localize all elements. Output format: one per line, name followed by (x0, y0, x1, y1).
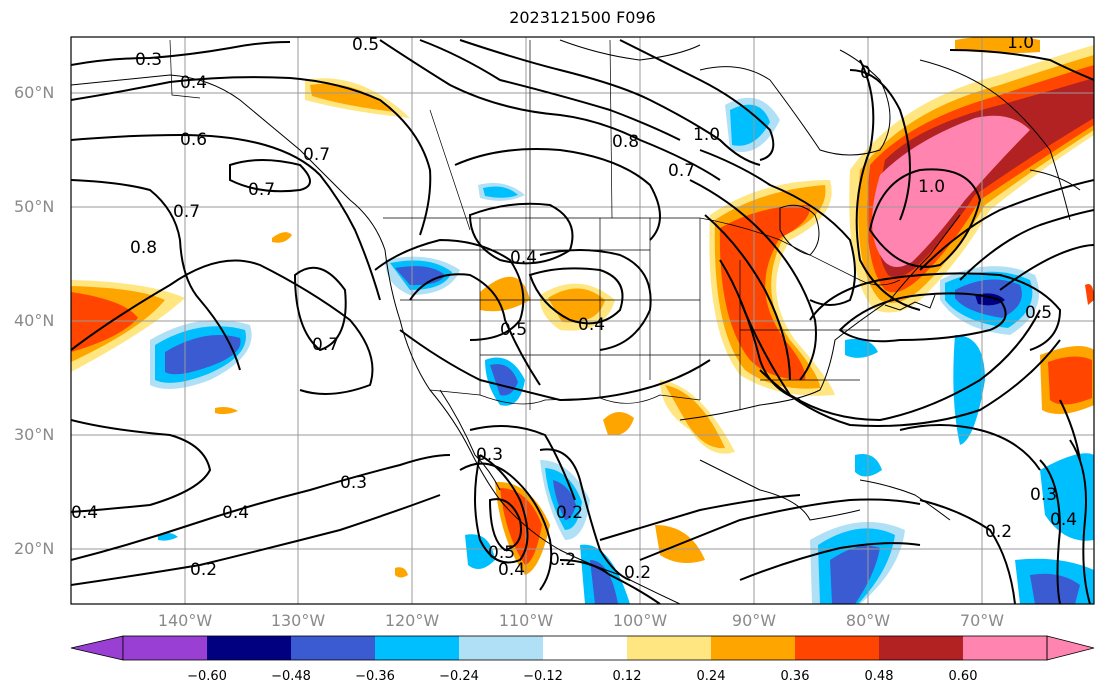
contour-label: 1.0 (918, 177, 945, 197)
colorbar-tick: 0.60 (948, 669, 978, 684)
contour-label: 0.3 (476, 445, 503, 465)
contour-label: 0.7 (248, 180, 275, 200)
colorbar-segment (627, 636, 711, 660)
colorbar-tick: −0.36 (355, 669, 395, 684)
lat-label-60n: 60°N (14, 83, 55, 102)
contour-label: 0.4 (510, 248, 537, 268)
contour-label: 0.2 (985, 522, 1012, 542)
contour-label: 0.4 (498, 560, 525, 580)
colorbar-segment (711, 636, 795, 660)
contour-label: 0.2 (556, 503, 583, 523)
contour-label: 0.3 (1030, 485, 1057, 505)
lat-label-50n: 50°N (14, 197, 55, 216)
contour-label: 0.4 (222, 503, 249, 523)
colorbar-segment (123, 636, 207, 660)
contour-label: 0.4 (1050, 510, 1077, 530)
contour-label: 1.0 (693, 125, 720, 145)
colorbar-tick: −0.12 (523, 669, 563, 684)
contour-label: 0.5 (1025, 303, 1052, 323)
contour-label: 0.4 (71, 503, 98, 523)
lon-label-70w: 70°W (959, 611, 1005, 630)
lat-label-40n: 40°N (14, 311, 55, 330)
map-frame (70, 36, 1095, 605)
contour-label: 0 (860, 63, 871, 83)
lat-label-20n: 20°N (14, 539, 55, 558)
lon-label-130w: 130°W (270, 611, 326, 630)
colorbar-segment (543, 636, 627, 660)
negative-anomaly-shading (150, 97, 1094, 604)
contour-lines (71, 39, 1094, 604)
lon-label-110w: 110°W (498, 611, 554, 630)
contour-label: 1.0 (1007, 33, 1034, 53)
coastlines (71, 39, 1081, 604)
contour-label: 0.2 (190, 560, 217, 580)
lon-label-140w: 140°W (157, 611, 213, 630)
colorbar-tick: −0.24 (439, 669, 479, 684)
colorbar-tick: 0.24 (696, 669, 726, 684)
map-title: 2023121500 F096 (509, 8, 656, 27)
colorbar-segment (459, 636, 543, 660)
contour-label: 0.7 (303, 145, 330, 165)
contour-label: 0.5 (488, 543, 515, 563)
contour-label: 0.8 (612, 132, 639, 152)
colorbar-extend-right (1046, 635, 1095, 661)
lon-label-100w: 100°W (612, 611, 668, 630)
colorbar-segment (291, 636, 375, 660)
colorbar-tick: 0.12 (612, 669, 642, 684)
lon-label-90w: 90°W (731, 611, 777, 630)
contour-label: 0.7 (312, 335, 339, 355)
colorbar-tick: −0.60 (187, 669, 227, 684)
lon-label-120w: 120°W (384, 611, 440, 630)
colorbar-tick: −0.48 (271, 669, 311, 684)
colorbar-segment (375, 636, 459, 660)
colorbar-extend-left (70, 635, 124, 661)
lon-label-80w: 80°W (845, 611, 891, 630)
lat-label-30n: 30°N (14, 425, 55, 444)
contour-label: 0.7 (668, 161, 695, 181)
colorbar-tick: 0.48 (864, 669, 894, 684)
colorbar-segment (963, 636, 1047, 660)
colorbar-segment (207, 636, 291, 660)
contour-label: 0.5 (352, 35, 379, 55)
contour-label: 0.3 (340, 473, 367, 493)
contour-label: 0.8 (130, 238, 157, 258)
contour-label: 0.7 (173, 202, 200, 222)
contour-label: 0.2 (549, 550, 576, 570)
colorbar-tick: 0.36 (780, 669, 810, 684)
contour-label: 0.4 (578, 315, 605, 335)
colorbar-segment (879, 636, 963, 660)
contour-label: 0.6 (180, 130, 207, 150)
contour-labels: 0.3 0.4 0.6 0.7 0.7 0.7 0.8 0.5 0.8 0.7 … (71, 33, 1077, 583)
colorbar (70, 635, 1095, 661)
contour-label: 0.2 (624, 563, 651, 583)
positive-anomaly-shading (71, 37, 1094, 578)
contour-label: 0.4 (180, 73, 207, 93)
contour-label: 0.5 (500, 320, 527, 340)
colorbar-segment (795, 636, 879, 660)
contour-label: 0.3 (135, 50, 162, 70)
